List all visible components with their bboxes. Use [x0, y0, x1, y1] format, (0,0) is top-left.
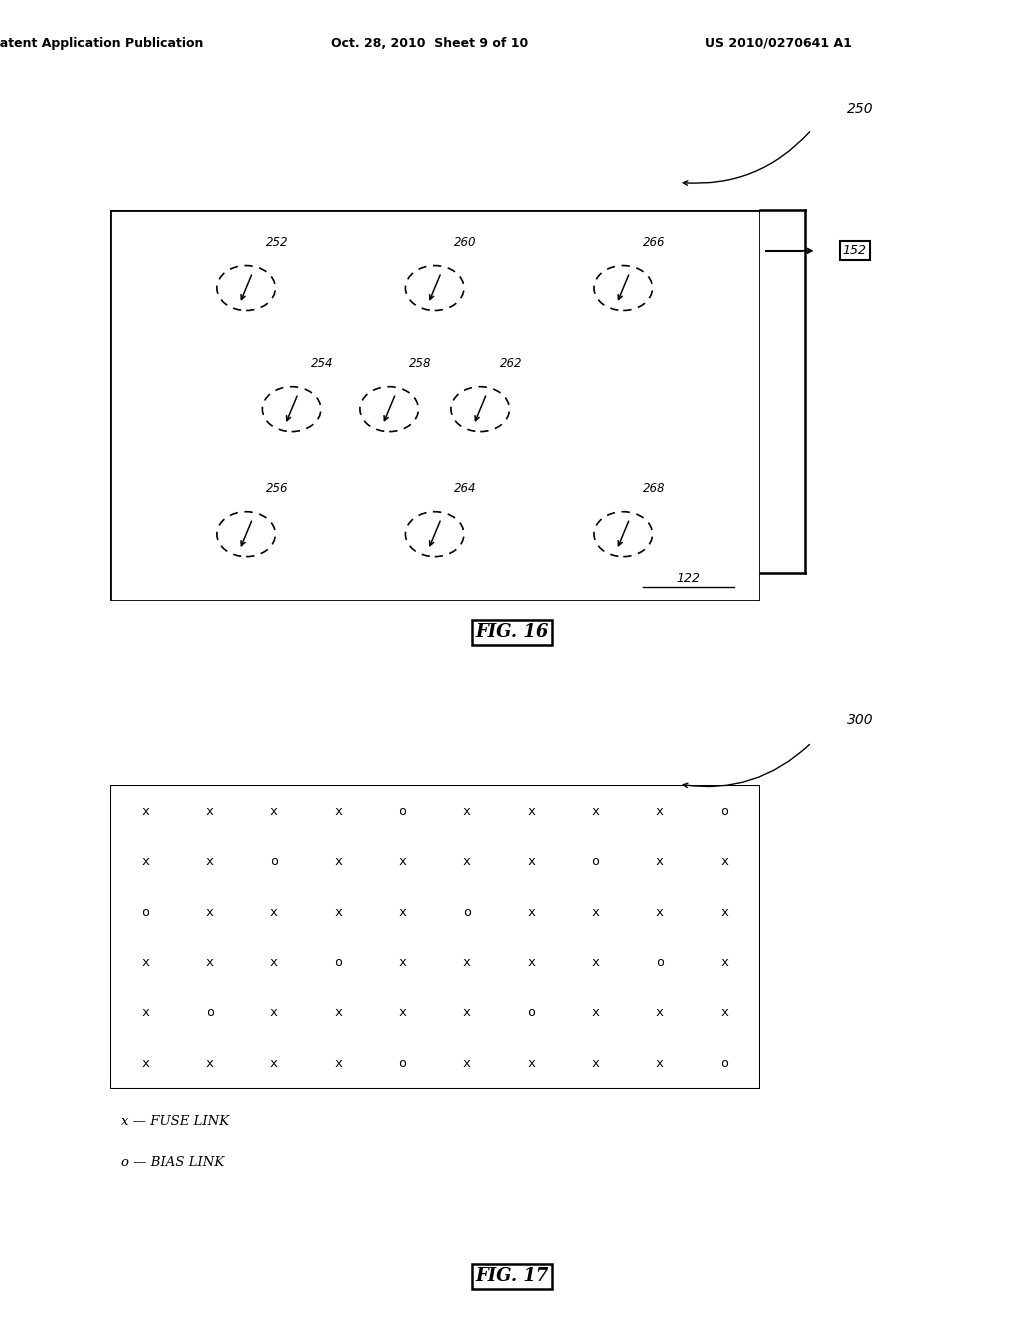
Text: o: o	[592, 855, 599, 869]
Text: x: x	[655, 1057, 664, 1069]
Text: x: x	[206, 1057, 214, 1069]
Ellipse shape	[406, 265, 464, 310]
Text: x: x	[334, 855, 342, 869]
Text: 152: 152	[843, 244, 866, 257]
FancyArrowPatch shape	[683, 132, 810, 185]
Text: o: o	[270, 855, 278, 869]
Text: FIG. 16: FIG. 16	[475, 623, 549, 642]
Text: x: x	[655, 1006, 664, 1019]
Text: x: x	[592, 1057, 599, 1069]
Text: x: x	[334, 1006, 342, 1019]
Text: x: x	[720, 906, 728, 919]
Text: x: x	[334, 906, 342, 919]
Text: x: x	[141, 956, 150, 969]
Text: x: x	[527, 956, 536, 969]
Text: x: x	[527, 805, 536, 817]
Text: o: o	[720, 805, 728, 817]
Text: x: x	[270, 956, 278, 969]
Text: x: x	[463, 1057, 471, 1069]
Ellipse shape	[359, 387, 419, 432]
Ellipse shape	[262, 387, 321, 432]
Text: o: o	[334, 956, 342, 969]
Text: FIG. 17: FIG. 17	[475, 1267, 549, 1286]
Text: 252: 252	[265, 236, 288, 249]
Ellipse shape	[594, 265, 652, 310]
Ellipse shape	[217, 512, 275, 557]
Ellipse shape	[406, 512, 464, 557]
Text: x: x	[720, 956, 728, 969]
Text: 300: 300	[847, 713, 874, 727]
FancyArrowPatch shape	[683, 744, 810, 788]
Text: o: o	[720, 1057, 728, 1069]
Text: o — BIAS LINK: o — BIAS LINK	[121, 1155, 224, 1168]
Text: Oct. 28, 2010  Sheet 9 of 10: Oct. 28, 2010 Sheet 9 of 10	[332, 37, 528, 50]
Ellipse shape	[451, 387, 510, 432]
Text: x: x	[655, 805, 664, 817]
Text: x: x	[334, 805, 342, 817]
Text: x: x	[141, 1057, 150, 1069]
Text: x: x	[141, 1006, 150, 1019]
Ellipse shape	[594, 512, 652, 557]
Text: Patent Application Publication: Patent Application Publication	[0, 37, 204, 50]
Text: o: o	[206, 1006, 214, 1019]
Text: 260: 260	[455, 236, 477, 249]
Text: x: x	[463, 956, 471, 969]
Text: x: x	[270, 1006, 278, 1019]
Text: x: x	[592, 956, 599, 969]
Text: x: x	[398, 1006, 407, 1019]
Text: x: x	[206, 805, 214, 817]
Text: o: o	[655, 956, 664, 969]
Text: x: x	[720, 855, 728, 869]
Text: x: x	[655, 906, 664, 919]
Text: x: x	[270, 1057, 278, 1069]
Text: x: x	[398, 855, 407, 869]
Text: 258: 258	[409, 358, 431, 370]
Text: x: x	[141, 805, 150, 817]
Text: 256: 256	[265, 482, 288, 495]
Text: x: x	[463, 805, 471, 817]
Text: x: x	[270, 906, 278, 919]
Text: x — FUSE LINK: x — FUSE LINK	[121, 1115, 229, 1129]
Text: o: o	[141, 906, 150, 919]
Text: x: x	[206, 906, 214, 919]
Text: x: x	[527, 1057, 536, 1069]
Text: o: o	[463, 906, 471, 919]
Text: x: x	[398, 956, 407, 969]
Text: o: o	[398, 805, 407, 817]
Text: US 2010/0270641 A1: US 2010/0270641 A1	[705, 37, 852, 50]
Text: 254: 254	[311, 358, 334, 370]
Text: 268: 268	[643, 482, 666, 495]
Text: x: x	[334, 1057, 342, 1069]
Text: x: x	[720, 1006, 728, 1019]
Text: x: x	[527, 906, 536, 919]
Text: x: x	[206, 855, 214, 869]
Text: x: x	[206, 956, 214, 969]
Text: 122: 122	[676, 572, 700, 585]
Ellipse shape	[217, 265, 275, 310]
Text: 266: 266	[643, 236, 666, 249]
Text: x: x	[592, 906, 599, 919]
Text: x: x	[463, 855, 471, 869]
Text: o: o	[398, 1057, 407, 1069]
Text: x: x	[398, 906, 407, 919]
Text: x: x	[141, 855, 150, 869]
Text: x: x	[463, 1006, 471, 1019]
Text: x: x	[592, 1006, 599, 1019]
Text: x: x	[592, 805, 599, 817]
Text: 250: 250	[847, 102, 874, 116]
Text: x: x	[527, 855, 536, 869]
Text: x: x	[270, 805, 278, 817]
Text: o: o	[527, 1006, 536, 1019]
Text: x: x	[655, 855, 664, 869]
Text: 262: 262	[500, 358, 522, 370]
Text: 264: 264	[455, 482, 477, 495]
